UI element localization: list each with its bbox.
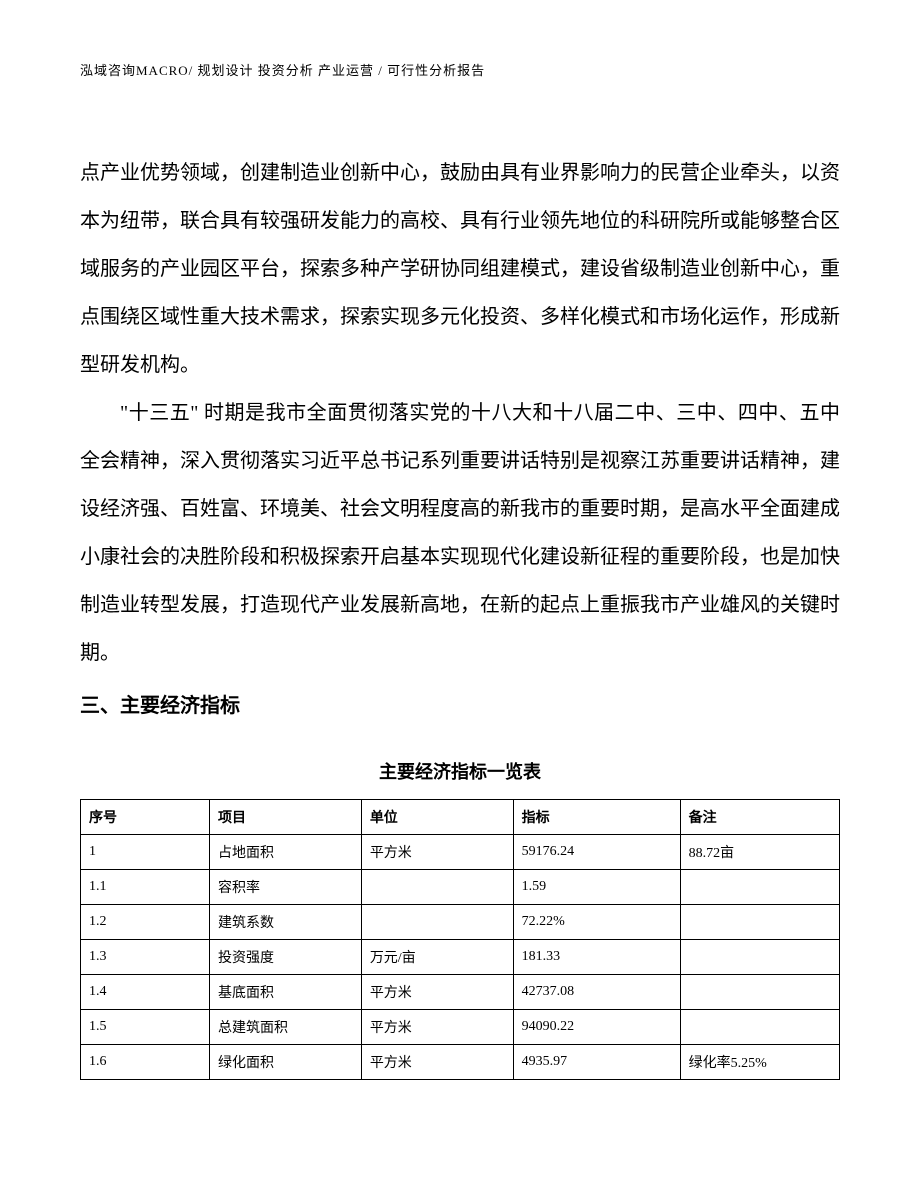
- cell-remark: [680, 870, 839, 905]
- cell-remark: [680, 1010, 839, 1045]
- cell-seq: 1: [81, 835, 210, 870]
- cell-item: 建筑系数: [210, 905, 362, 940]
- cell-seq: 1.5: [81, 1010, 210, 1045]
- table-row: 1.5 总建筑面积 平方米 94090.22: [81, 1010, 840, 1045]
- col-header-indicator: 指标: [513, 800, 680, 835]
- cell-indicator: 181.33: [513, 940, 680, 975]
- table-row: 1.6 绿化面积 平方米 4935.97 绿化率5.25%: [81, 1045, 840, 1080]
- cell-item: 基底面积: [210, 975, 362, 1010]
- paragraph-1: 点产业优势领域，创建制造业创新中心，鼓励由具有业界影响力的民营企业牵头，以资本为…: [80, 149, 840, 389]
- page-container: 泓域咨询MACRO/ 规划设计 投资分析 产业运营 / 可行性分析报告 点产业优…: [0, 0, 920, 1120]
- cell-seq: 1.3: [81, 940, 210, 975]
- table-header-row: 序号 项目 单位 指标 备注: [81, 800, 840, 835]
- cell-indicator: 4935.97: [513, 1045, 680, 1080]
- economic-indicators-table: 序号 项目 单位 指标 备注 1 占地面积 平方米 59176.24 88.72…: [80, 799, 840, 1080]
- cell-unit: 平方米: [361, 1045, 513, 1080]
- section-heading: 三、主要经济指标: [80, 689, 840, 718]
- cell-seq: 1.6: [81, 1045, 210, 1080]
- table-body: 1 占地面积 平方米 59176.24 88.72亩 1.1 容积率 1.59 …: [81, 835, 840, 1080]
- table-row: 1 占地面积 平方米 59176.24 88.72亩: [81, 835, 840, 870]
- table-row: 1.2 建筑系数 72.22%: [81, 905, 840, 940]
- cell-unit: 平方米: [361, 975, 513, 1010]
- cell-indicator: 42737.08: [513, 975, 680, 1010]
- cell-indicator: 72.22%: [513, 905, 680, 940]
- cell-seq: 1.1: [81, 870, 210, 905]
- cell-item: 容积率: [210, 870, 362, 905]
- cell-remark: [680, 905, 839, 940]
- col-header-unit: 单位: [361, 800, 513, 835]
- cell-unit: 平方米: [361, 1010, 513, 1045]
- table-title: 主要经济指标一览表: [80, 758, 840, 784]
- cell-remark: [680, 940, 839, 975]
- col-header-seq: 序号: [81, 800, 210, 835]
- cell-indicator: 59176.24: [513, 835, 680, 870]
- cell-unit: [361, 905, 513, 940]
- cell-unit: [361, 870, 513, 905]
- cell-unit: 万元/亩: [361, 940, 513, 975]
- cell-unit: 平方米: [361, 835, 513, 870]
- cell-seq: 1.4: [81, 975, 210, 1010]
- cell-remark: 88.72亩: [680, 835, 839, 870]
- header-text: 泓域咨询MACRO/ 规划设计 投资分析 产业运营 / 可行性分析报告: [80, 63, 485, 78]
- cell-item: 投资强度: [210, 940, 362, 975]
- page-header: 泓域咨询MACRO/ 规划设计 投资分析 产业运营 / 可行性分析报告: [80, 60, 840, 79]
- cell-indicator: 94090.22: [513, 1010, 680, 1045]
- paragraph-2: "十三五" 时期是我市全面贯彻落实党的十八大和十八届二中、三中、四中、五中全会精…: [80, 389, 840, 677]
- table-row: 1.4 基底面积 平方米 42737.08: [81, 975, 840, 1010]
- col-header-remark: 备注: [680, 800, 839, 835]
- cell-indicator: 1.59: [513, 870, 680, 905]
- table-row: 1.3 投资强度 万元/亩 181.33: [81, 940, 840, 975]
- col-header-item: 项目: [210, 800, 362, 835]
- cell-seq: 1.2: [81, 905, 210, 940]
- cell-item: 绿化面积: [210, 1045, 362, 1080]
- cell-remark: [680, 975, 839, 1010]
- table-row: 1.1 容积率 1.59: [81, 870, 840, 905]
- cell-remark: 绿化率5.25%: [680, 1045, 839, 1080]
- cell-item: 占地面积: [210, 835, 362, 870]
- cell-item: 总建筑面积: [210, 1010, 362, 1045]
- body-text-block: 点产业优势领域，创建制造业创新中心，鼓励由具有业界影响力的民营企业牵头，以资本为…: [80, 149, 840, 677]
